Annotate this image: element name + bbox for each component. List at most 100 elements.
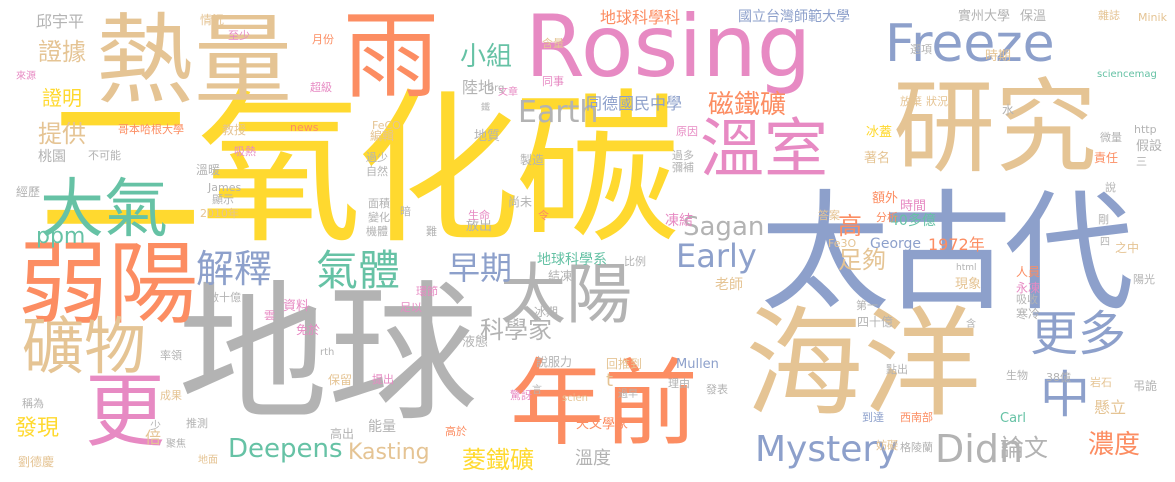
cloud-word: 著名: [864, 151, 891, 166]
cloud-word: 環節: [416, 285, 438, 298]
cloud-word: 額外: [872, 191, 899, 206]
cloud-word: ppm: [36, 224, 86, 249]
cloud-word: 格陵蘭: [900, 441, 933, 454]
cloud-word: 氣體: [316, 246, 401, 295]
cloud-word: 地球科學系: [537, 252, 607, 268]
cloud-word: 陽光: [1133, 273, 1155, 286]
cloud-word: 同德國民中學: [586, 94, 683, 113]
cloud-word: 凍結: [665, 213, 693, 229]
cloud-word: 1972年: [928, 235, 985, 254]
cloud-word: 地面: [198, 455, 218, 466]
cloud-word: 足夠: [838, 246, 886, 274]
cloud-word: 陸地: [462, 78, 495, 97]
cloud-word: 吸收: [1016, 293, 1038, 306]
cloud-word: 答案: [818, 209, 840, 222]
cloud-word: 中: [1040, 366, 1090, 424]
cloud-word: 比例: [624, 255, 646, 268]
cloud-word: 液態: [462, 335, 489, 350]
cloud-word: 率領: [160, 349, 182, 362]
cloud-word: 推測: [186, 417, 208, 430]
cloud-word: 40多億: [890, 213, 936, 229]
cloud-word: 自然: [366, 165, 388, 178]
cloud-word: 選項: [910, 43, 932, 56]
cloud-word: 海洋: [745, 295, 982, 433]
cloud-word: Mullen: [676, 357, 719, 372]
cloud-word: org: [488, 83, 505, 94]
cloud-word: 過多: [672, 149, 694, 162]
cloud-word: 令: [538, 209, 549, 222]
cloud-word: 不可能: [88, 149, 121, 162]
cloud-word: 說: [1105, 181, 1116, 194]
cloud-word: James: [208, 181, 242, 194]
cloud-word: Freeze: [885, 14, 1055, 74]
cloud-word: 暗: [400, 205, 411, 218]
cloud-word: 水: [1002, 103, 1015, 117]
cloud-word: 超級: [310, 81, 332, 94]
cloud-word: 時期: [985, 49, 1012, 64]
cloud-word: 難: [426, 225, 437, 238]
cloud-word: 地球科學科: [600, 8, 681, 27]
cloud-word: 變化: [368, 211, 390, 224]
cloud-word: 雨: [343, 0, 439, 112]
cloud-word: 說服力: [536, 355, 573, 369]
cloud-word: 聚焦: [166, 439, 186, 450]
cloud-word: 雲: [264, 309, 275, 322]
cloud-word: 言: [532, 385, 542, 396]
cloud-word: 邱宇平: [36, 12, 85, 31]
cloud-word: 生物: [1006, 369, 1028, 382]
cloud-word: 倍: [145, 428, 162, 447]
cloud-word: 熱量: [96, 4, 293, 118]
cloud-word: 更: [85, 365, 165, 458]
cloud-word: 弔詭: [1133, 379, 1158, 393]
cloud-word: 溫度: [575, 448, 611, 469]
cloud-word: 高: [838, 212, 862, 240]
cloud-word: 研究: [893, 69, 1097, 188]
cloud-word: 機體: [366, 225, 388, 238]
cloud-word: 來源: [16, 71, 36, 82]
cloud-word: 溫室: [700, 113, 828, 187]
cloud-word: 分析: [876, 211, 898, 224]
cloud-word: 剛: [1098, 213, 1109, 226]
cloud-word: 吸熱: [234, 145, 256, 158]
cloud-word: 礦物: [22, 310, 147, 383]
cloud-word: 足以: [400, 301, 422, 314]
cloud-word: Sagan: [683, 212, 765, 242]
cloud-word: 太古代: [760, 177, 1134, 329]
cloud-word: 證明: [42, 86, 82, 110]
cloud-word: 理由: [668, 377, 690, 390]
cloud-word: 懸立: [1094, 398, 1127, 417]
cloud-word: 冰蓋: [866, 125, 893, 140]
cloud-word: FeCO: [372, 119, 401, 132]
cloud-word: 點出: [886, 363, 908, 376]
cloud-word: 論文: [1000, 434, 1048, 462]
cloud-word: 假設: [1136, 139, 1163, 154]
cloud-word: 至少: [228, 29, 250, 42]
cloud-word: 面積: [368, 197, 390, 210]
cloud-word: 2010年: [200, 207, 239, 220]
cloud-word: Carl: [1000, 411, 1026, 426]
cloud-word: news: [290, 121, 319, 134]
cloud-word: 微量: [1100, 131, 1122, 144]
cloud-word: 含量: [542, 37, 564, 50]
cloud-word: 編輯: [370, 129, 395, 143]
cloud-word: 永凍: [1016, 281, 1041, 295]
cloud-word: 菱鐵礦: [462, 446, 534, 474]
cloud-word: 年前: [510, 350, 699, 459]
cloud-word: 時間: [900, 199, 927, 214]
cloud-word: 太陽: [500, 256, 632, 333]
cloud-word: 桃園: [38, 149, 66, 165]
cloud-word: 資料: [283, 299, 310, 314]
cloud-word: 文章: [498, 87, 518, 98]
cloud-word: 情況: [200, 13, 225, 27]
cloud-word: 雜誌: [1098, 9, 1120, 22]
cloud-word: 高於: [445, 425, 467, 438]
cloud-word: 38億: [1046, 371, 1071, 384]
cloud-word: 免於: [296, 323, 321, 337]
cloud-word: 劉德慶: [18, 455, 55, 469]
cloud-word: 數十億: [208, 291, 241, 304]
cloud-word: 保溫: [1020, 9, 1047, 24]
cloud-word: 小組: [460, 42, 513, 72]
cloud-word: 發表: [706, 383, 728, 396]
cloud-word: 證據: [38, 38, 86, 66]
